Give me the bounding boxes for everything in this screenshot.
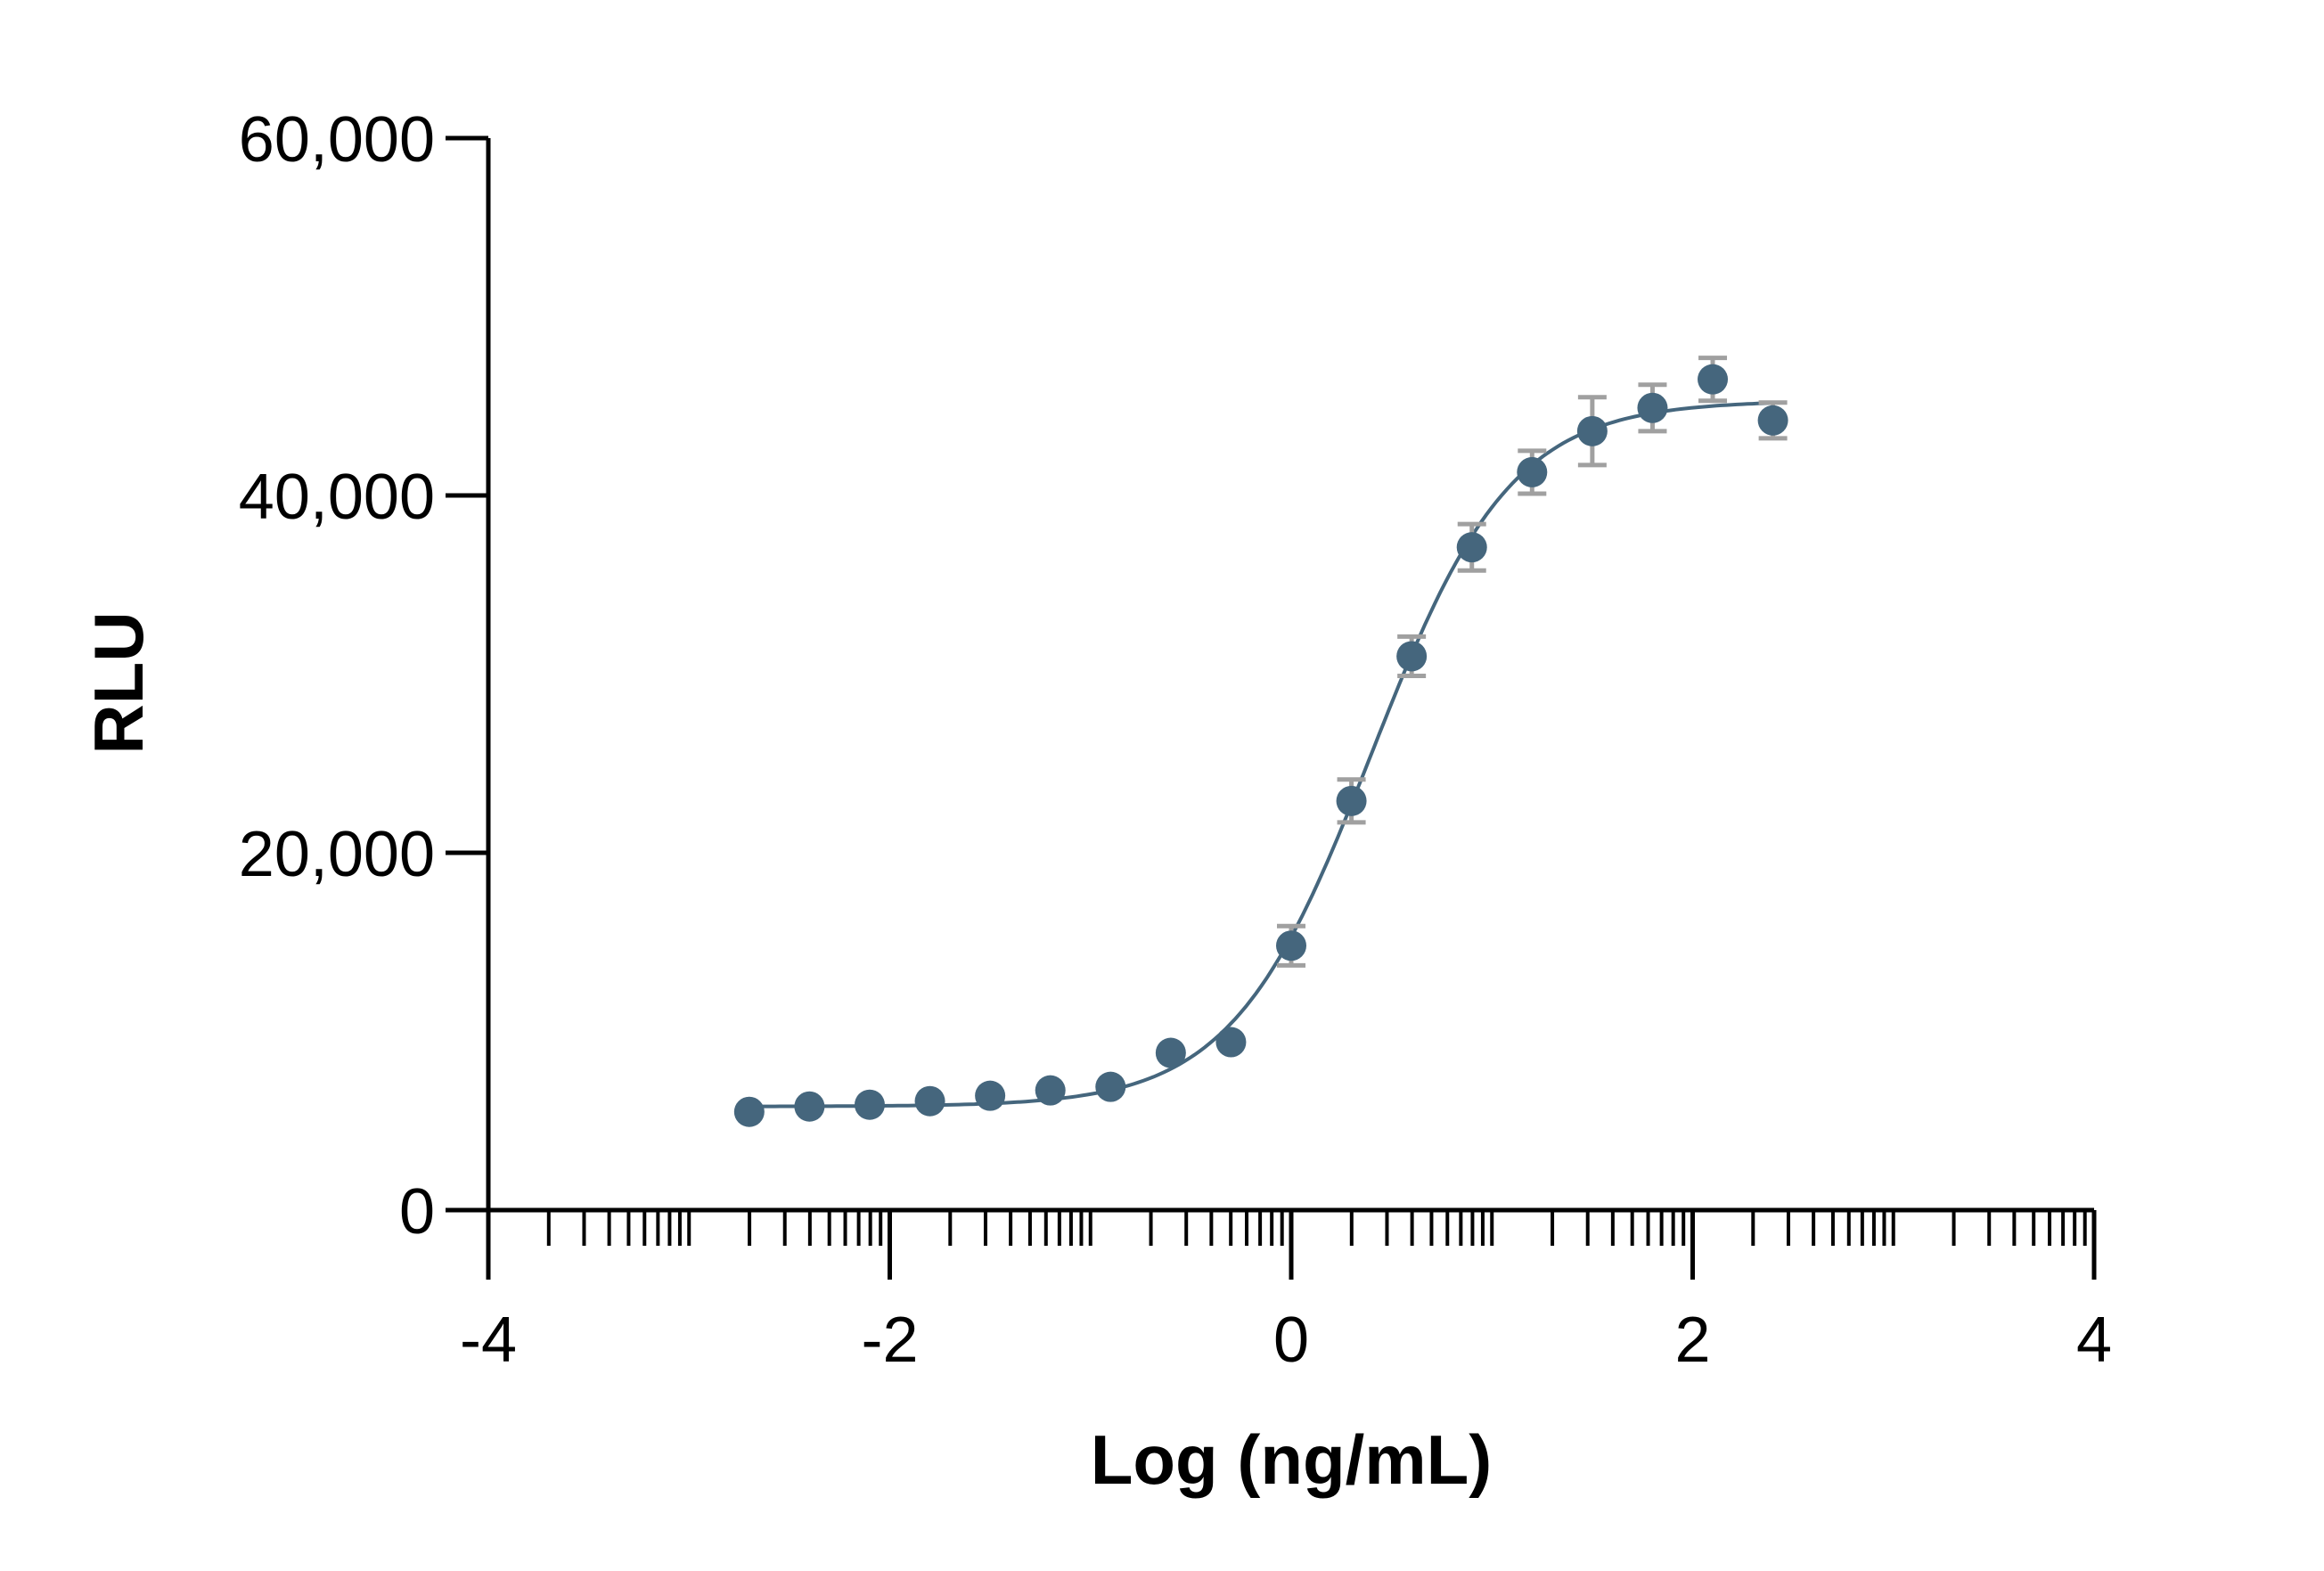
x-tick-label: 2 — [1674, 1305, 1710, 1376]
data-point — [1517, 456, 1548, 487]
x-tick-label: -4 — [460, 1305, 517, 1376]
fit-curve-layer — [749, 401, 1773, 1109]
data-point — [975, 1080, 1006, 1111]
y-tick-label: 40,000 — [239, 462, 435, 533]
error-bars — [1277, 356, 1788, 968]
data-point — [1757, 405, 1788, 436]
x-tick-label: 0 — [1273, 1305, 1309, 1376]
tick-marks — [446, 135, 2097, 1280]
data-point — [733, 1096, 765, 1127]
x-tick-label: 4 — [2076, 1305, 2112, 1376]
x-tick-label: -2 — [861, 1305, 918, 1376]
data-point — [1095, 1071, 1126, 1102]
data-point — [1215, 1027, 1247, 1058]
data-point — [1456, 532, 1487, 563]
tick-labels: 0 20,000 40,000 60,000 -4 -2 0 2 4 — [239, 104, 2112, 1376]
y-tick-label: 0 — [399, 1176, 435, 1248]
data-point — [914, 1085, 945, 1117]
x-axis-title: Log (ng/mL) — [1091, 1420, 1493, 1499]
data-point — [1576, 415, 1608, 446]
data-point — [1155, 1037, 1186, 1068]
data-point — [854, 1089, 885, 1120]
data-points — [733, 364, 1788, 1127]
data-point — [1637, 392, 1668, 423]
data-point — [1336, 785, 1367, 816]
fit-curve — [749, 401, 1773, 1109]
data-point — [1035, 1075, 1066, 1106]
y-axis-title: RLU — [79, 611, 158, 754]
data-point — [794, 1091, 825, 1122]
axes — [486, 138, 2094, 1213]
y-tick-label: 60,000 — [239, 104, 435, 176]
data-point — [1276, 930, 1306, 961]
y-tick-label: 20,000 — [239, 819, 435, 890]
data-point — [1698, 364, 1729, 395]
data-point — [1396, 641, 1428, 672]
